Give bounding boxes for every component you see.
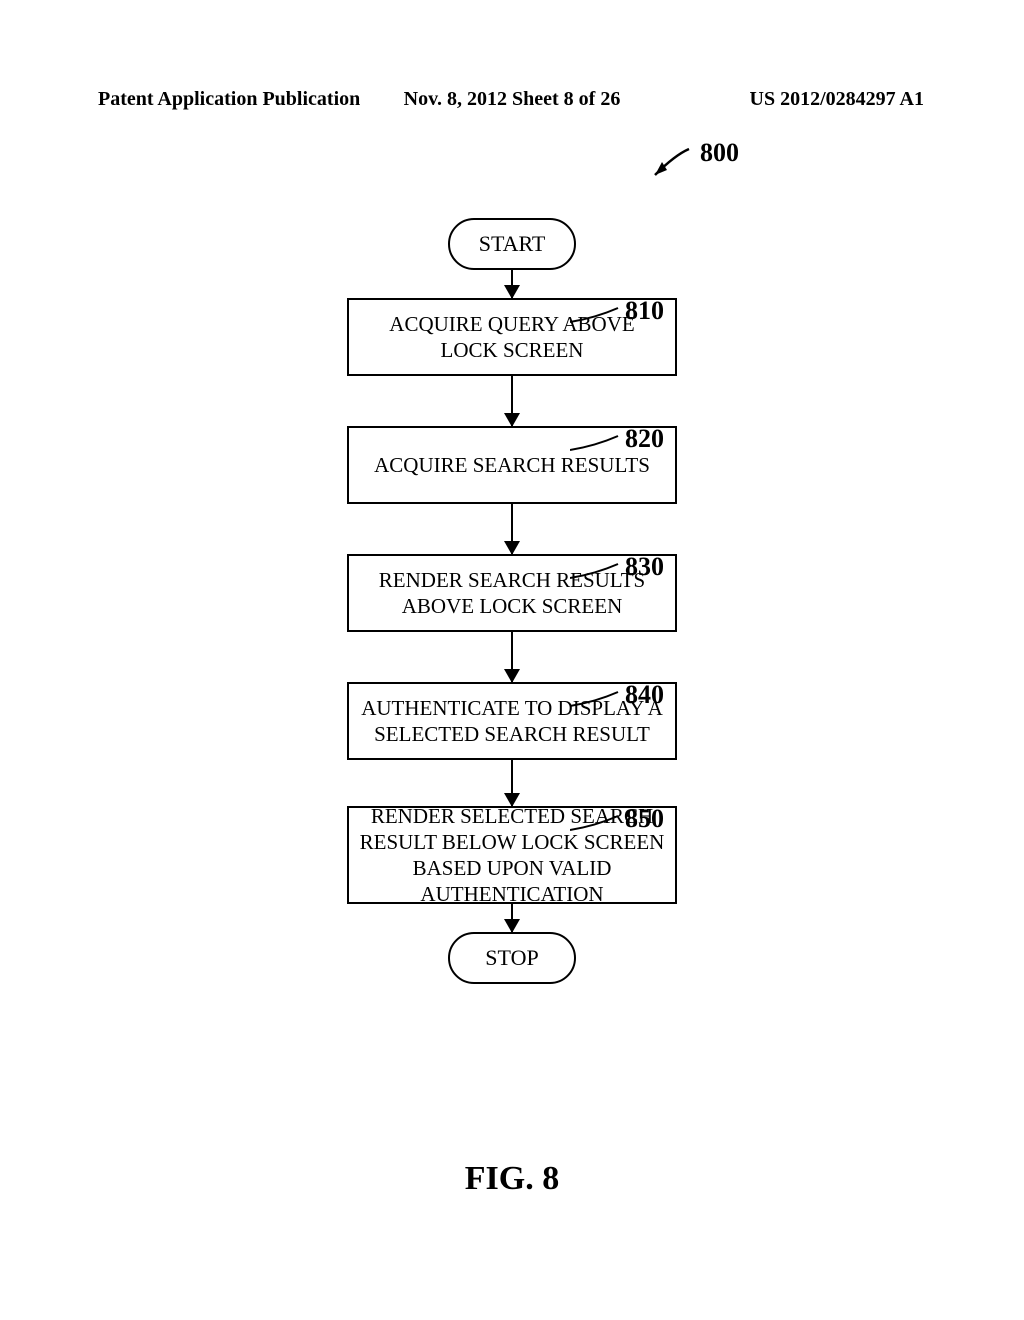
step-number: 820 [625,424,664,454]
flowchart: START ACQUIRE QUERY ABOVE LOCK SCREEN 81… [0,218,1024,984]
arrow [0,904,1024,932]
arrow [0,632,1024,682]
reference-arrow-icon [645,145,693,183]
step-number: 850 [625,804,664,834]
step-number: 840 [625,680,664,710]
leader-line [570,690,620,710]
step-text: RENDER SELECTED SEARCH RESULT BELOW LOCK… [355,803,669,908]
step-text: ACQUIRE SEARCH RESULTS [374,452,650,478]
start-label: START [479,231,546,257]
arrow [0,376,1024,426]
leader-line [570,306,620,326]
page-header: Patent Application Publication Nov. 8, 2… [0,88,1024,111]
start-terminator: START [448,218,576,270]
stop-terminator: STOP [448,932,576,984]
stop-label: STOP [485,945,538,971]
figure-caption: FIG. 8 [0,1160,1024,1198]
arrow [0,270,1024,298]
publication-number: US 2012/0284297 A1 [750,88,924,111]
publication-type: Patent Application Publication [98,88,360,111]
leader-line [570,814,620,834]
leader-line [570,562,620,582]
figure-reference-number: 800 [700,138,739,168]
step-number: 810 [625,296,664,326]
leader-line [570,434,620,454]
sheet-info: Nov. 8, 2012 Sheet 8 of 26 [404,88,621,111]
step-number: 830 [625,552,664,582]
arrow [0,504,1024,554]
arrow [0,760,1024,806]
